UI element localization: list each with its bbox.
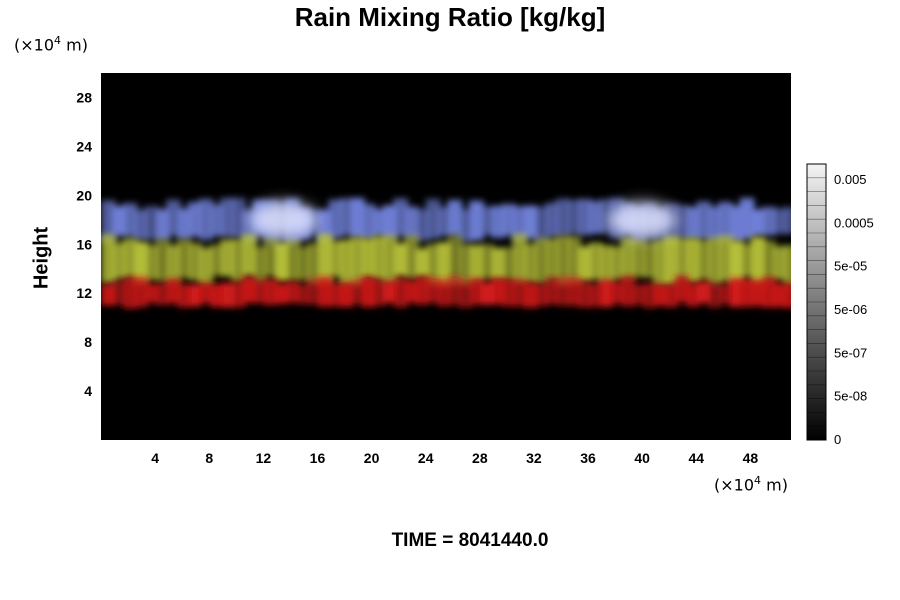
x-tick-label: 12: [256, 450, 272, 466]
x-tick-label: 24: [418, 450, 434, 466]
y-tick-label: 24: [76, 138, 92, 154]
x-unit-prefix: (×10: [714, 475, 755, 495]
colorbar-label: 0: [834, 432, 841, 447]
colorbar-label: 5e-07: [834, 345, 867, 360]
y-unit-exponent: 4: [54, 34, 62, 47]
colorbar: 0.005 0.0005 5e-05 5e-06 5e-07 5e-08 0: [806, 163, 874, 447]
band-lower: [101, 275, 791, 309]
x-tick-label: 40: [634, 450, 650, 466]
x-tick-label: 8: [205, 450, 213, 466]
heatmap-field: [101, 197, 791, 309]
band-cell: [782, 245, 791, 287]
y-tick-label: 4: [84, 383, 92, 399]
y-tick-label: 12: [76, 285, 92, 301]
chart-title: Rain Mixing Ratio [kg/kg]: [294, 2, 606, 32]
y-unit-suffix: m): [61, 35, 88, 55]
y-tick-label: 16: [76, 236, 92, 252]
x-tick-label: 32: [526, 450, 542, 466]
x-unit-exponent: 4: [754, 474, 762, 487]
colorbar-label: 5e-05: [834, 259, 867, 274]
y-unit-prefix: (×10: [14, 35, 55, 55]
band-cell: [782, 283, 791, 309]
colorbar-label: 0.005: [834, 172, 867, 187]
band-middle: [101, 233, 791, 287]
x-tick-label: 28: [472, 450, 488, 466]
bright-cores: [249, 201, 677, 238]
x-axis-unit: (×104 m): [714, 474, 788, 494]
y-axis-unit: (×104 m): [14, 34, 88, 54]
time-label: TIME = 8041440.0: [391, 530, 549, 551]
colorbar-label: 0.0005: [834, 215, 874, 230]
x-tick-label: 48: [743, 450, 759, 466]
x-unit-suffix: m): [761, 475, 788, 495]
x-tick-label: 20: [364, 450, 380, 466]
y-axis-ticks: 4 8 12 16 20 24 28: [76, 89, 92, 399]
y-tick-label: 20: [76, 187, 92, 203]
bright-core: [249, 201, 318, 238]
x-tick-label: 44: [689, 450, 705, 466]
band-cell: [782, 207, 791, 235]
y-tick-label: 8: [84, 334, 92, 350]
x-tick-label: 16: [310, 450, 326, 466]
bright-core: [608, 201, 677, 238]
x-axis-ticks: 4 8 12 16 20 24 28 32 36 40 44 48: [151, 450, 758, 466]
x-tick-label: 4: [151, 450, 159, 466]
colorbar-label: 5e-06: [834, 302, 867, 317]
colorbar-label: 5e-08: [834, 389, 867, 404]
y-tick-label: 28: [76, 89, 92, 105]
x-tick-label: 36: [580, 450, 596, 466]
